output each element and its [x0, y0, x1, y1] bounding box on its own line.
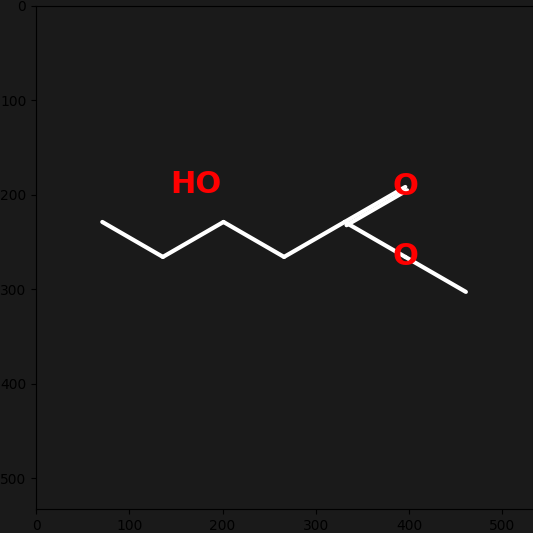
Text: O: O	[392, 173, 418, 201]
Text: O: O	[392, 243, 418, 271]
Text: HO: HO	[170, 169, 221, 199]
